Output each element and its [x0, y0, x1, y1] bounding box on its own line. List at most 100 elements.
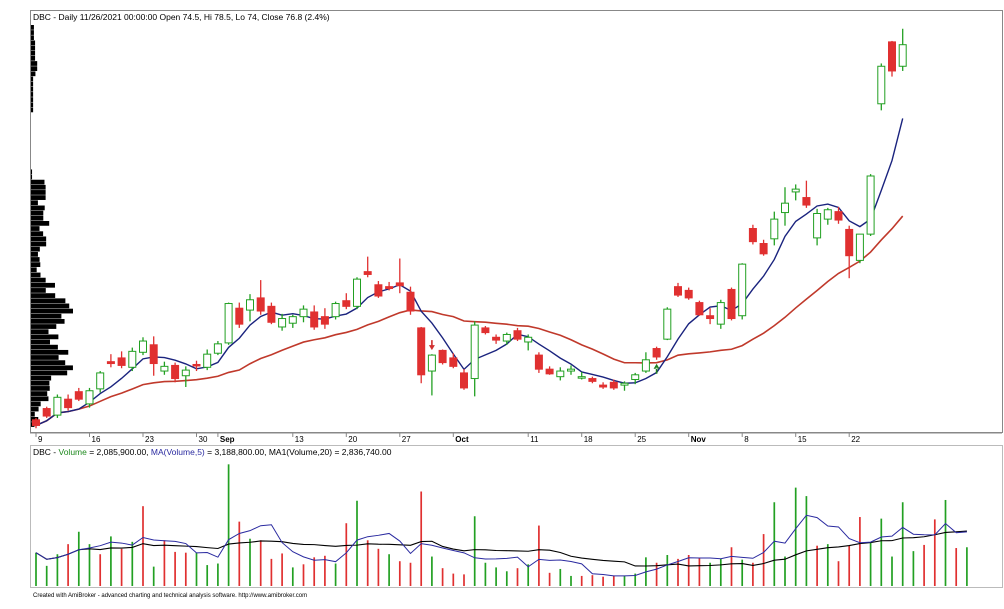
candle-down	[802, 180, 811, 208]
candle-body	[171, 364, 180, 380]
profile-bar	[31, 40, 36, 46]
candle-down	[492, 334, 501, 344]
ma-slow-line	[35, 215, 904, 427]
candle-up	[160, 361, 169, 375]
candle-up	[663, 307, 672, 341]
profile-bar	[31, 107, 34, 113]
candle-down	[395, 258, 404, 294]
candle-body	[299, 308, 308, 318]
profile-bar	[31, 360, 66, 366]
x-tick-label: 18	[584, 435, 593, 444]
candle-body	[278, 318, 287, 328]
volume-header-value: = 2,085,900.00,	[87, 447, 151, 457]
candle-body	[53, 396, 62, 416]
candle-down	[235, 302, 244, 328]
profile-bar	[31, 401, 41, 407]
candle-down	[449, 353, 458, 369]
candle-body	[492, 336, 501, 341]
candle-down	[513, 327, 522, 342]
candle-body	[385, 286, 394, 290]
volume-header-label: Volume	[59, 447, 88, 457]
candle-up	[524, 334, 533, 351]
candle-body	[139, 340, 147, 353]
profile-bar	[31, 406, 39, 412]
candle-down	[106, 354, 115, 368]
profile-bar	[31, 35, 34, 41]
volume-ma5-label: MA(Volume,5)	[151, 447, 205, 457]
candle-down	[684, 287, 693, 300]
ma-fast-line	[35, 118, 904, 427]
volume-ma5-line	[35, 514, 967, 577]
profile-bar	[31, 308, 73, 314]
candle-up	[224, 302, 233, 345]
volume-header: DBC - Volume = 2,085,900.00, MA(Volume,5…	[33, 447, 392, 457]
profile-bar	[31, 380, 50, 386]
candle-body	[160, 365, 169, 372]
candle-body	[203, 353, 212, 368]
profile-bar	[31, 396, 49, 402]
candle-body	[128, 350, 137, 368]
candle-down	[695, 300, 704, 316]
profile-bar	[31, 81, 34, 87]
candle-body	[706, 315, 715, 320]
candle-down	[256, 280, 265, 315]
candle-body	[877, 65, 886, 105]
moving-averages	[35, 118, 904, 427]
candle-body	[213, 343, 222, 354]
price-header: DBC - Daily 11/26/2021 00:00:00 Open 74.…	[33, 12, 330, 22]
candle-down	[834, 206, 843, 224]
candle-down	[117, 351, 126, 369]
candle-down	[32, 417, 40, 429]
candle-body	[85, 390, 94, 405]
footer-credit: Created with AmiBroker - advanced charti…	[33, 593, 307, 599]
profile-bar	[31, 50, 36, 56]
candle-up	[823, 207, 832, 225]
candle-body	[695, 302, 704, 316]
candle-body	[823, 209, 832, 220]
candle-down	[149, 336, 158, 376]
candle-down	[363, 256, 372, 278]
candle-body	[246, 299, 254, 311]
candle-body	[834, 211, 843, 221]
candle-body	[363, 271, 372, 275]
profile-bar	[31, 226, 40, 231]
candle-body	[449, 357, 458, 367]
candle-down	[845, 225, 854, 279]
profile-bar	[31, 236, 47, 242]
candle-up	[631, 372, 640, 385]
profile-bar	[31, 200, 38, 206]
arrow-down-icon	[428, 340, 435, 351]
candle-up	[577, 371, 586, 380]
profile-bar	[31, 272, 41, 278]
candle-body	[577, 376, 586, 379]
candle-body	[470, 324, 479, 380]
profile-bar	[31, 241, 47, 247]
candle-body	[32, 419, 40, 426]
candle-down	[674, 282, 682, 297]
candle-body	[106, 361, 115, 365]
candle-body	[460, 372, 468, 389]
candle-down	[438, 349, 447, 365]
profile-bar	[31, 411, 35, 417]
profile-bar	[31, 97, 34, 102]
candle-body	[534, 354, 543, 370]
profile-bar	[31, 61, 38, 66]
profile-bar	[31, 195, 46, 200]
candle-down	[748, 224, 757, 245]
candle-body	[406, 291, 415, 312]
candle-down	[74, 387, 83, 402]
profile-bar	[31, 251, 38, 257]
candle-up	[53, 394, 62, 418]
x-tick-label: 13	[295, 435, 304, 444]
profile-bar	[31, 179, 45, 185]
candle-down	[385, 281, 394, 291]
profile-bar	[31, 257, 40, 262]
volume-moving-averages	[35, 514, 967, 577]
candle-up	[781, 187, 789, 226]
candle-body	[898, 44, 907, 67]
candle-body	[888, 41, 896, 72]
profile-bar	[31, 215, 44, 221]
candle-body	[652, 348, 661, 358]
